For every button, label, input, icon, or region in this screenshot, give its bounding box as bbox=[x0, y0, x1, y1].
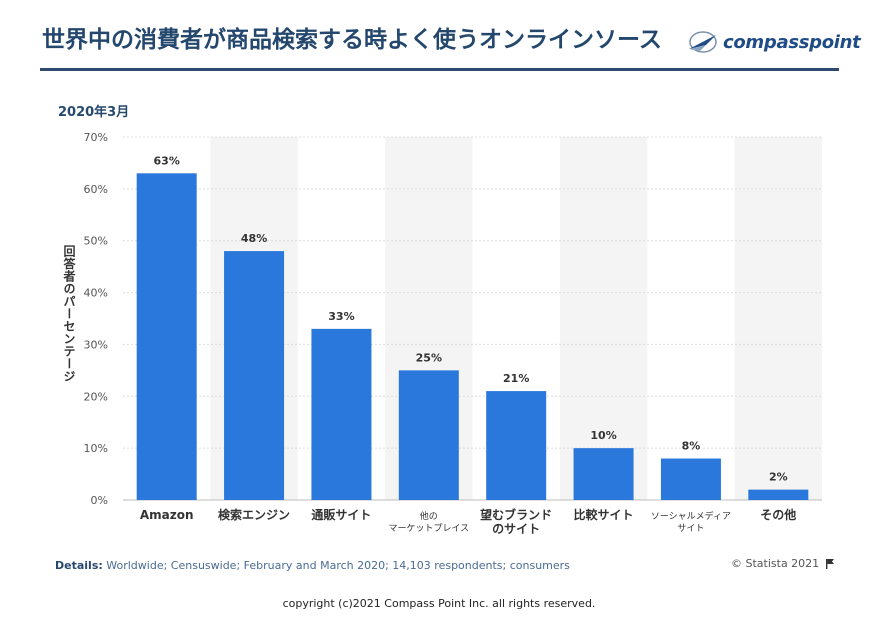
details-text: Worldwide; Censuswide; February and Marc… bbox=[106, 559, 570, 572]
data-label: 2% bbox=[769, 471, 788, 484]
compass-logo-icon bbox=[689, 31, 717, 53]
data-label: 25% bbox=[416, 351, 442, 364]
credit-text: © Statista 2021 bbox=[731, 557, 820, 570]
y-axis-label: 回答者のパーセンテージ bbox=[62, 245, 76, 383]
y-tick-label: 70% bbox=[84, 131, 108, 144]
x-tick-label: のサイト bbox=[492, 522, 540, 536]
y-tick-label: 20% bbox=[84, 390, 108, 403]
y-tick-label: 0% bbox=[91, 494, 108, 507]
data-label: 8% bbox=[682, 440, 701, 453]
column-band bbox=[734, 137, 822, 500]
logo-text: compasspoint bbox=[723, 31, 861, 53]
compasspoint-logo: compasspoint bbox=[686, 24, 861, 60]
data-label: 21% bbox=[503, 372, 529, 385]
bar bbox=[573, 448, 634, 500]
bar bbox=[398, 370, 459, 500]
y-tick-label: 60% bbox=[84, 183, 108, 196]
bar-chart: 0% 10% 20% 30% 40% 50% 60% 70% 63% Amazon 48% 検索エンジ… bbox=[84, 131, 822, 536]
page-title: 世界中の消費者が商品検索する時よく使うオンラインソース bbox=[42, 27, 662, 53]
data-label: 48% bbox=[241, 232, 267, 245]
y-tick-label: 40% bbox=[84, 287, 108, 300]
column-band bbox=[559, 137, 648, 500]
y-tick-label: 50% bbox=[84, 235, 108, 248]
details-note: Details: Worldwide; Censuswide; February… bbox=[55, 559, 570, 572]
header-divider bbox=[40, 68, 839, 71]
bar bbox=[311, 328, 372, 500]
copyright-text: copyright (c)2021 Compass Point Inc. all… bbox=[282, 597, 596, 610]
x-tick-label: その他 bbox=[760, 507, 796, 522]
data-label: 63% bbox=[154, 154, 180, 167]
flag-icon[interactable] bbox=[825, 558, 835, 569]
bar bbox=[748, 489, 809, 500]
x-tick-label: ソーシャルメディア bbox=[651, 510, 731, 522]
data-label: 33% bbox=[328, 310, 354, 323]
bar bbox=[660, 458, 721, 500]
bar bbox=[486, 391, 547, 500]
bar bbox=[224, 251, 285, 500]
x-tick-label: 検索エンジン bbox=[218, 507, 290, 522]
y-tick-label: 10% bbox=[84, 442, 108, 455]
data-label: 10% bbox=[590, 429, 616, 442]
x-tick-label: サイト bbox=[677, 523, 704, 534]
statista-credit: © Statista 2021 bbox=[731, 557, 835, 570]
x-tick-label: マーケットプレイス bbox=[388, 523, 469, 534]
x-tick-label: 通販サイト bbox=[311, 507, 371, 522]
x-tick-label: Amazon bbox=[140, 508, 194, 522]
x-tick-label: 比較サイト bbox=[574, 507, 634, 522]
x-tick-label: 他の bbox=[420, 510, 438, 522]
y-tick-label: 30% bbox=[84, 338, 108, 351]
chart-subtitle: 2020年3月 bbox=[58, 105, 130, 120]
x-tick-label: 望むブランド bbox=[480, 507, 552, 522]
bar bbox=[136, 173, 197, 501]
details-label: Details: bbox=[55, 559, 103, 572]
